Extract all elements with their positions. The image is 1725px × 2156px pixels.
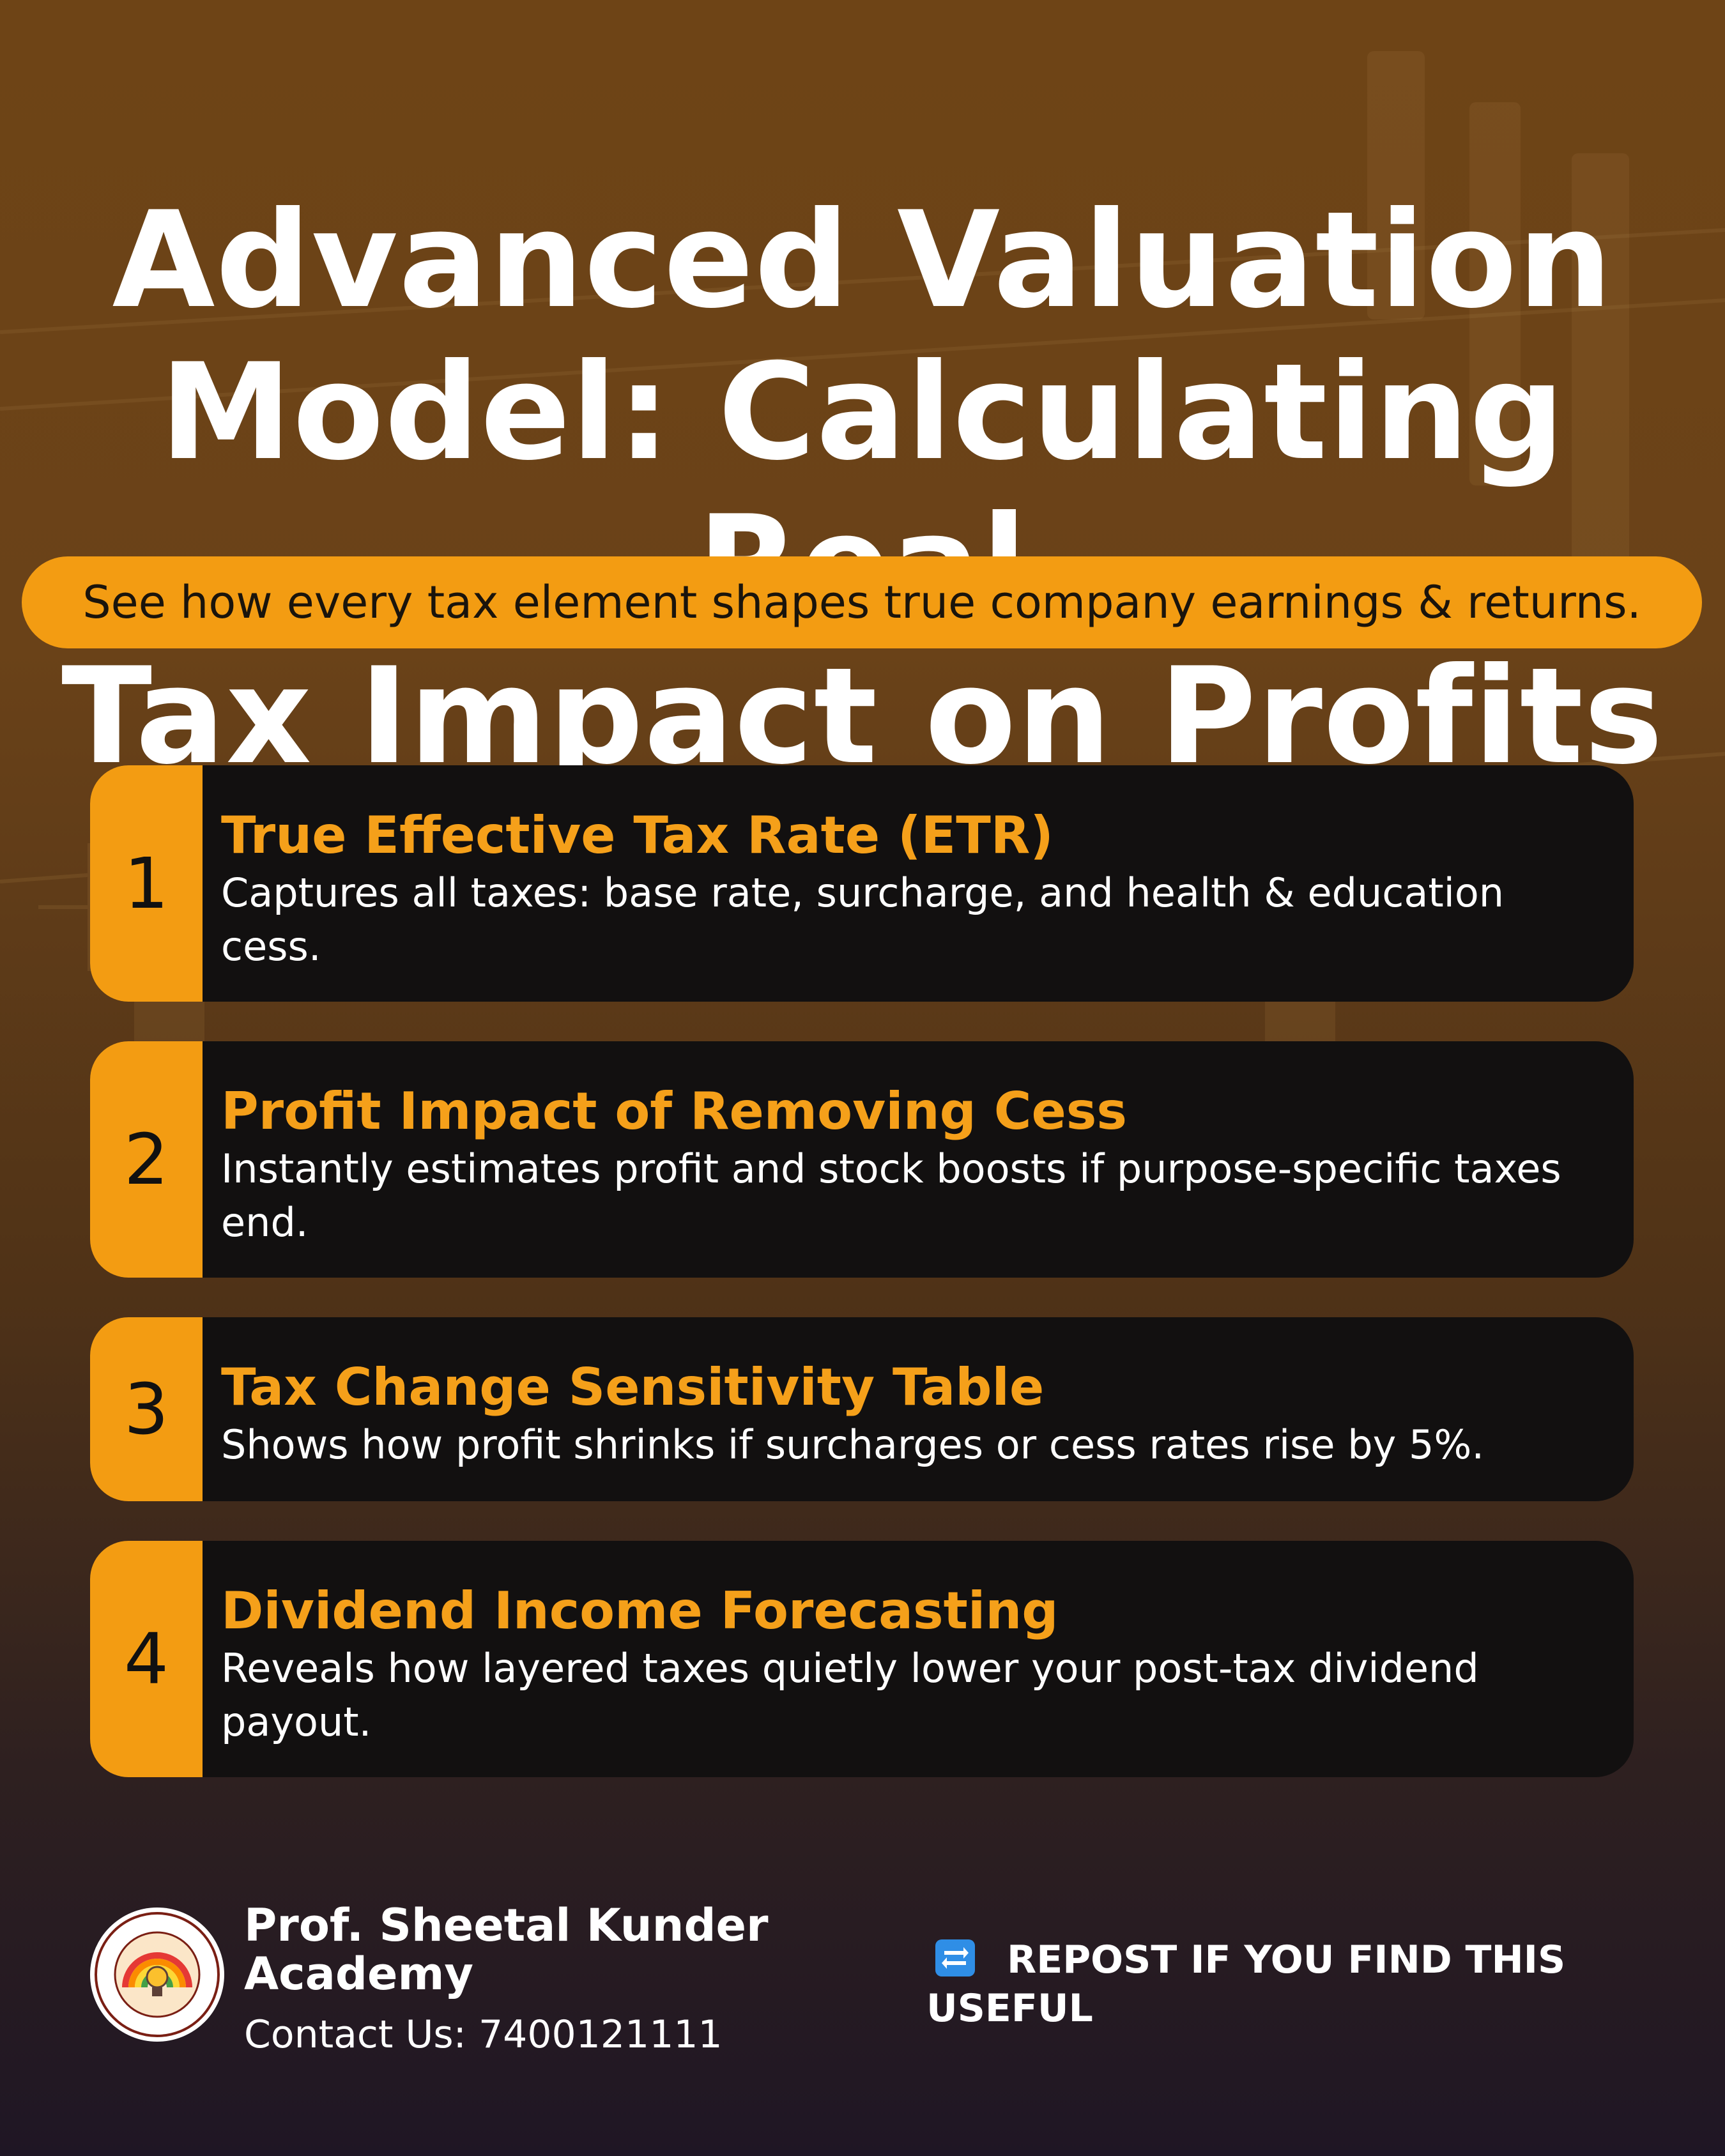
academy-name-line-2: Academy (244, 1948, 474, 2000)
subtitle-banner: See how every tax element shapes true co… (22, 556, 1702, 648)
academy-name: Prof. Sheetal Kunder Academy (244, 1901, 769, 1998)
card-heading: Dividend Income Forecasting (221, 1581, 1059, 1640)
card-content: Dividend Income Forecasting Reveals how … (90, 1541, 1634, 1749)
card-number: 1 (124, 843, 169, 924)
feature-card-2: 2 Profit Impact of Removing Cess Instant… (90, 1041, 1634, 1278)
page-title: Advanced Valuation Model: Calculating Re… (0, 185, 1725, 793)
card-number-badge: 2 (90, 1041, 203, 1278)
card-heading: Tax Change Sensitivity Table (221, 1357, 1045, 1417)
card-number-badge: 3 (90, 1317, 203, 1501)
repost-icon (935, 1939, 975, 1977)
subtitle-text: See how every tax element shapes true co… (82, 576, 1641, 629)
card-number: 3 (124, 1368, 169, 1450)
logo-emblem-icon (95, 1912, 220, 2037)
title-line-1: Advanced Valuation (112, 183, 1613, 339)
feature-card-1: 1 True Effective Tax Rate (ETR) Captures… (90, 765, 1634, 1002)
card-description: Reveals how layered taxes quietly lower … (221, 1645, 1479, 1745)
feature-card-3: 3 Tax Change Sensitivity Table Shows how… (90, 1317, 1634, 1501)
card-number: 2 (124, 1119, 169, 1200)
card-number-badge: 1 (90, 765, 203, 1002)
feature-card-4: 4 Dividend Income Forecasting Reveals ho… (90, 1541, 1634, 1777)
repost-text: REPOST IF YOU FIND THIS USEFUL (926, 1938, 1566, 2031)
contact-info: Contact Us: 7400121111 (244, 2012, 723, 2057)
card-description: Captures all taxes: base rate, surcharge… (221, 869, 1505, 970)
card-number-badge: 4 (90, 1541, 203, 1777)
card-heading: True Effective Tax Rate (ETR) (221, 806, 1054, 865)
card-content: Profit Impact of Removing Cess Instantly… (90, 1041, 1634, 1250)
card-number: 4 (124, 1618, 169, 1700)
academy-name-line-1: Prof. Sheetal Kunder (244, 1899, 769, 1952)
card-content: Tax Change Sensitivity Table Shows how p… (90, 1317, 1634, 1472)
card-heading: Profit Impact of Removing Cess (221, 1082, 1127, 1141)
card-description: Instantly estimates profit and stock boo… (221, 1145, 1561, 1246)
repost-callout: REPOST IF YOU FIND THIS USEFUL (926, 1936, 1597, 2033)
card-content: True Effective Tax Rate (ETR) Captures a… (90, 765, 1634, 974)
academy-logo (90, 1908, 224, 2042)
card-description: Shows how profit shrinks if surcharges o… (221, 1421, 1485, 1468)
